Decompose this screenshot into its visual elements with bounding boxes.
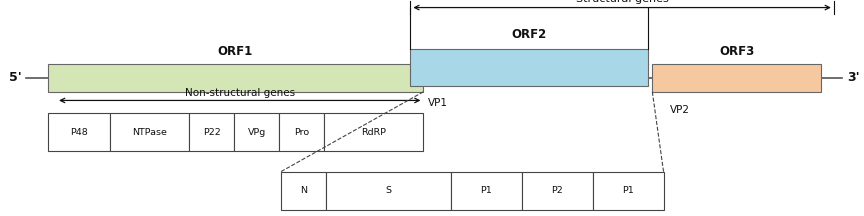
Text: P1: P1 [622,186,634,195]
Text: S: S [385,186,391,195]
Text: Non-structural genes: Non-structural genes [185,88,295,98]
Text: N: N [300,186,307,195]
Text: P2: P2 [551,186,563,195]
Text: Structural genes: Structural genes [575,0,669,4]
Bar [451,172,522,210]
Bar [48,113,110,151]
Bar [279,113,324,151]
Text: P22: P22 [203,128,220,137]
Text: 3': 3' [847,71,860,84]
Bar [522,172,593,210]
Bar [48,64,423,92]
Text: 5': 5' [9,71,22,84]
Text: P1: P1 [480,186,492,195]
Text: Pro: Pro [294,128,309,137]
Bar [593,172,664,210]
Bar [189,113,234,151]
Bar [110,113,189,151]
Text: VP1: VP1 [428,98,448,108]
Bar [324,113,423,151]
Text: ORF1: ORF1 [218,45,253,58]
Bar [234,113,279,151]
Text: VPg: VPg [247,128,266,137]
Text: P48: P48 [70,128,87,137]
Text: RdRP: RdRP [361,128,386,137]
Text: NTPase: NTPase [132,128,167,137]
Bar [281,172,326,210]
Text: ORF2: ORF2 [511,28,547,41]
Text: ORF3: ORF3 [719,45,754,58]
Bar [326,172,451,210]
Bar [410,49,648,86]
Text: VP2: VP2 [670,105,689,115]
Bar [652,64,821,92]
